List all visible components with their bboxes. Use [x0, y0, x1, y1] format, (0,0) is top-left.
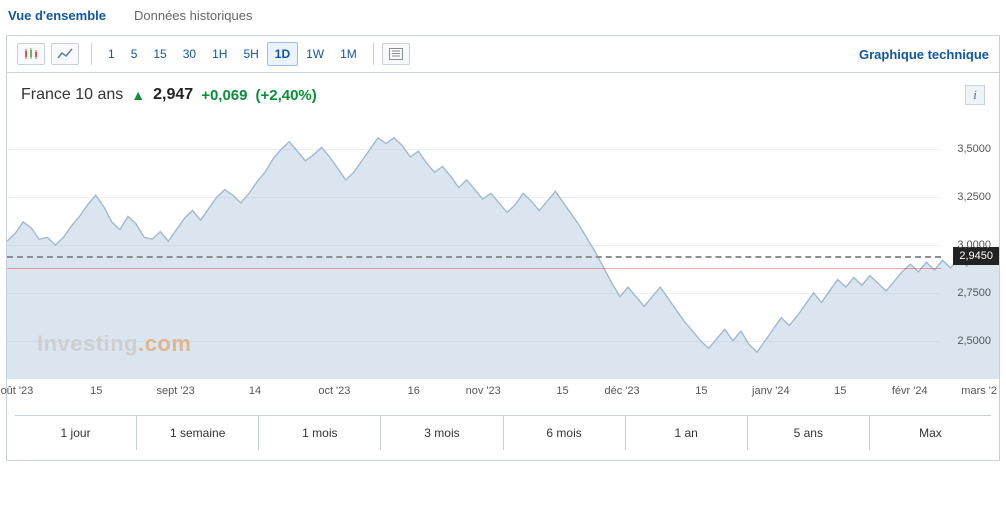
chart-toolbar: 1515301H5H1D1W1M Graphique technique [7, 36, 999, 73]
watermark-suffix: .com [138, 331, 191, 356]
x-tick-label: 15 [695, 385, 707, 397]
range-1-semaine[interactable]: 1 semaine [137, 416, 259, 450]
range-5-ans[interactable]: 5 ans [748, 416, 870, 450]
interval-1D[interactable]: 1D [267, 42, 298, 66]
x-tick-label: 16 [408, 385, 420, 397]
y-tick-label: 2,7500 [957, 287, 991, 299]
range-3-mois[interactable]: 3 mois [381, 416, 503, 450]
x-tick-label: déc '23 [604, 385, 639, 397]
prev-close-line [7, 268, 941, 269]
current-value-line [7, 256, 941, 258]
change-absolute: +0,069 [201, 87, 247, 104]
interval-1W[interactable]: 1W [298, 42, 332, 66]
x-tick-label: 15 [556, 385, 568, 397]
range-6-mois[interactable]: 6 mois [504, 416, 626, 450]
candlestick-icon[interactable] [17, 43, 45, 65]
y-tick-label: 3,2500 [957, 191, 991, 203]
x-tick-label: 15 [834, 385, 846, 397]
interval-15[interactable]: 15 [145, 42, 174, 66]
interval-1M[interactable]: 1M [332, 42, 365, 66]
tab-historical[interactable]: Données historiques [134, 8, 253, 23]
x-tick-label: janv '24 [752, 385, 790, 397]
x-tick-label: mars '2 [961, 385, 997, 397]
technical-chart-link[interactable]: Graphique technique [859, 47, 989, 62]
interval-5[interactable]: 5 [123, 42, 146, 66]
x-tick-label: nov '23 [466, 385, 501, 397]
range-selector: 1 jour1 semaine1 mois3 mois6 mois1 an5 a… [15, 415, 991, 450]
range-1-jour[interactable]: 1 jour [15, 416, 137, 450]
range-1-an[interactable]: 1 an [626, 416, 748, 450]
interval-buttons: 1515301H5H1D1W1M [100, 42, 365, 66]
interval-1[interactable]: 1 [100, 42, 123, 66]
info-icon[interactable]: i [965, 85, 985, 105]
toolbar-divider [373, 43, 374, 65]
x-axis: oût '2315sept '2314oct '2316nov '2315déc… [7, 379, 999, 407]
last-price: 2,947 [153, 86, 193, 104]
chart-area[interactable]: 2,9450 Investing.com 2,50002,75003,00003… [7, 111, 999, 379]
direction-up-icon: ▲ [131, 87, 145, 103]
x-tick-label: oût '23 [1, 385, 34, 397]
instrument-header: France 10 ans ▲ 2,947 +0,069 (+2,40%) i [7, 73, 999, 111]
y-tick-label: 3,5000 [957, 143, 991, 155]
x-tick-label: sept '23 [157, 385, 195, 397]
range-1-mois[interactable]: 1 mois [259, 416, 381, 450]
instrument-name: France 10 ans [21, 86, 123, 104]
news-icon[interactable] [382, 43, 410, 65]
chart-panel: 1515301H5H1D1W1M Graphique technique Fra… [6, 35, 1000, 461]
change-percent: (+2,40%) [255, 87, 316, 104]
tab-overview[interactable]: Vue d'ensemble [8, 8, 106, 23]
x-tick-label: févr '24 [892, 385, 928, 397]
interval-1H[interactable]: 1H [204, 42, 235, 66]
y-tick-label: 2,5000 [957, 335, 991, 347]
x-tick-label: 15 [90, 385, 102, 397]
y-axis: 2,5000 2,7500 3,0000 3,2500 3,5000 [941, 111, 999, 379]
watermark-prefix: Investing [37, 331, 138, 356]
x-tick-label: 14 [249, 385, 261, 397]
interval-30[interactable]: 30 [175, 42, 204, 66]
range-Max[interactable]: Max [870, 416, 991, 450]
interval-5H[interactable]: 5H [235, 42, 266, 66]
toolbar-divider [91, 43, 92, 65]
y-tick-label: 3,0000 [957, 239, 991, 251]
line-chart-icon[interactable] [51, 43, 79, 65]
watermark: Investing.com [37, 331, 191, 357]
x-tick-label: oct '23 [318, 385, 350, 397]
